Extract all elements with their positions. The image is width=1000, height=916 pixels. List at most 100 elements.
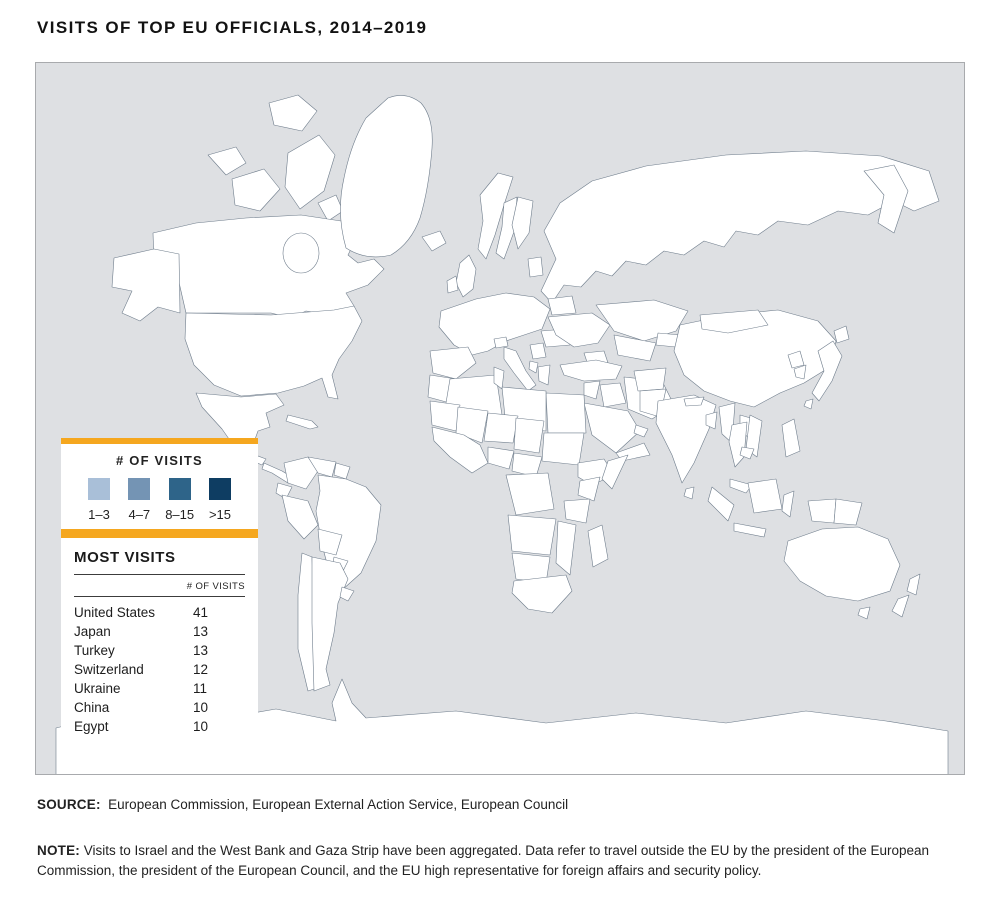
- country-afghanistan: [633, 367, 667, 392]
- country-italy: [503, 346, 537, 392]
- table-row: Ukraine 11: [74, 679, 245, 698]
- table-row: Japan 13: [74, 622, 245, 641]
- country-iceland: [421, 230, 447, 252]
- country-canada: [152, 214, 385, 319]
- table-visits: 10: [193, 719, 209, 734]
- legend-swatch: [208, 478, 231, 500]
- country-borneo: [747, 478, 783, 514]
- table-accent-bar: [61, 532, 258, 538]
- country-mongolia: [699, 309, 769, 334]
- country-sweden: [495, 196, 518, 260]
- country-japan-hokkaido: [833, 325, 850, 344]
- country-chad: [513, 417, 545, 454]
- legend-label: >15: [208, 507, 232, 522]
- country-west-papua: [807, 498, 837, 524]
- country-north-korea: [787, 350, 805, 369]
- country-serbia: [529, 342, 547, 360]
- most-visits-box: MOST VISITS # OF VISITS United States 41…: [61, 532, 258, 746]
- country-nepal: [683, 396, 705, 407]
- country-albania: [528, 360, 539, 374]
- country-somalia: [601, 454, 629, 490]
- country-mozambique: [555, 520, 577, 576]
- country-iraq: [599, 382, 627, 408]
- legend-label: 8–15: [165, 507, 195, 522]
- divider: [74, 574, 245, 575]
- world-map-panel: # OF VISITS 1–3 4–7 8–15 >15: [35, 62, 965, 775]
- country-canada-arctic: [284, 134, 336, 210]
- country-new-zealand-south: [891, 594, 910, 618]
- table-country: Turkey: [74, 643, 115, 658]
- legend-item: 8–15: [160, 478, 200, 522]
- legend-swatch: [128, 478, 151, 500]
- table-row: Egypt 10: [74, 717, 245, 736]
- country-vietnam: [745, 414, 763, 458]
- legend-label: 4–7: [128, 507, 151, 522]
- country-spain-portugal: [429, 346, 477, 380]
- country-madagascar: [587, 524, 609, 568]
- region-europe-eu: [438, 292, 551, 356]
- country-norway: [477, 172, 514, 260]
- country-sudan: [541, 432, 585, 466]
- country-canada-arctic: [268, 94, 318, 132]
- source-line: SOURCE: European Commission, European Ex…: [37, 797, 568, 812]
- country-indonesia-java: [733, 522, 767, 538]
- legend-accent-bar-top: [61, 438, 258, 444]
- country-niger: [483, 412, 519, 444]
- country-russia: [540, 150, 940, 304]
- country-papua-new-guinea: [833, 498, 863, 526]
- world-map: [36, 63, 964, 774]
- country-turkey: [559, 359, 623, 382]
- legend-item: 1–3: [79, 478, 119, 522]
- table-country: Japan: [74, 624, 111, 639]
- table-country: Egypt: [74, 719, 109, 734]
- country-mexico: [195, 392, 285, 454]
- country-finland: [511, 196, 534, 250]
- country-uzbekistan-turkmenistan: [613, 334, 657, 362]
- table-visits: 41: [193, 605, 209, 620]
- table-visits: 12: [193, 662, 209, 677]
- table-country: Switzerland: [74, 662, 144, 677]
- legend-item: 4–7: [119, 478, 159, 522]
- country-tasmania: [857, 606, 871, 620]
- country-greenland: [340, 95, 433, 258]
- table-row: United States 41: [74, 603, 245, 622]
- country-china: [673, 309, 837, 408]
- country-south-korea: [793, 364, 807, 380]
- country-egypt: [545, 392, 587, 434]
- divider: [74, 596, 245, 597]
- legend-label: 1–3: [88, 507, 110, 522]
- table-visits: 11: [193, 681, 208, 696]
- legend-swatch: [168, 478, 191, 500]
- note-text: Visits to Israel and the West Bank and G…: [37, 843, 930, 878]
- country-ukraine: [547, 312, 611, 348]
- table-visits: 13: [193, 624, 209, 639]
- hudson-bay: [282, 232, 320, 274]
- table-country: United States: [74, 605, 156, 620]
- country-philippines: [781, 418, 801, 458]
- country-malaysia: [729, 478, 753, 494]
- country-argentina: [311, 556, 349, 692]
- legend-item: >15: [200, 478, 240, 522]
- page-title: VISITS OF TOP EU OFFICIALS, 2014–2019: [37, 18, 428, 37]
- country-bolivia: [317, 528, 343, 556]
- country-gulf-states: [633, 424, 649, 438]
- country-baltics: [527, 256, 544, 278]
- country-peru: [281, 494, 319, 540]
- country-mali: [455, 406, 489, 444]
- legend-swatch: [88, 478, 110, 500]
- country-kenya: [577, 476, 601, 502]
- table-visits: 10: [193, 700, 209, 715]
- country-greece: [537, 364, 551, 386]
- source-label: SOURCE:: [37, 797, 101, 812]
- country-cambodia: [739, 446, 755, 460]
- country-bangladesh: [705, 411, 718, 430]
- country-south-africa: [511, 574, 573, 614]
- country-taiwan: [803, 398, 814, 410]
- country-kazakhstan: [595, 299, 689, 342]
- country-angola-zambia: [507, 514, 557, 556]
- country-new-zealand-north: [906, 573, 921, 596]
- country-uruguay: [339, 586, 355, 602]
- country-australia: [783, 526, 901, 602]
- country-indonesia-sumatra: [707, 486, 735, 522]
- country-belarus: [547, 295, 577, 316]
